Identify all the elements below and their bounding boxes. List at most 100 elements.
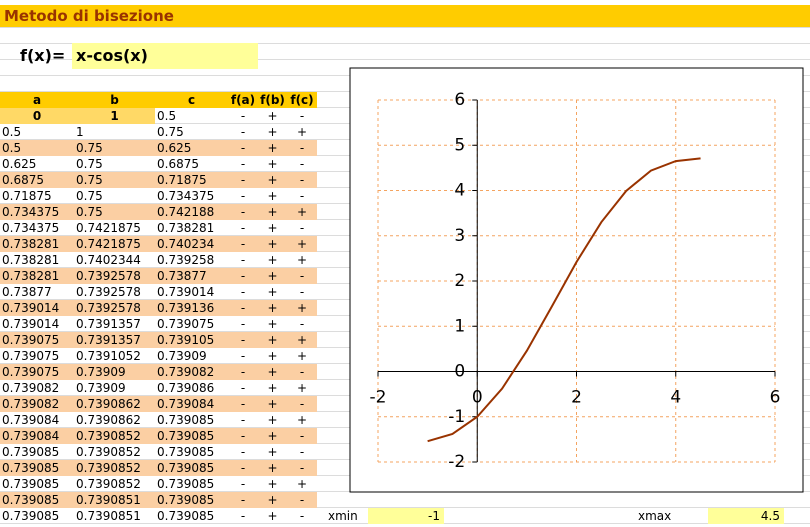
table-cell: 0.739085 xyxy=(0,460,74,476)
table-cell: - xyxy=(299,157,305,171)
y-tick-label: -1 xyxy=(448,407,465,427)
column-header: f(c) xyxy=(287,92,317,108)
table-cell: 0.739085 xyxy=(155,428,228,444)
table-cell: 0.739075 xyxy=(0,364,74,380)
table-cell: 0.7390852 xyxy=(76,445,141,459)
table-cell: 0.6875 xyxy=(0,172,74,188)
table-cell: 0.7391357 xyxy=(76,317,141,331)
table-cell: + xyxy=(258,300,287,316)
table-cell: - xyxy=(240,413,246,427)
table-cell: 0.7390852 xyxy=(74,460,155,476)
table-cell: 0.739085 xyxy=(157,477,215,491)
table-cell: - xyxy=(240,445,246,459)
table-cell: 0.7421875 xyxy=(74,236,155,252)
table-cell: 0.739085 xyxy=(2,445,60,459)
table-cell: - xyxy=(228,428,258,444)
table-cell: - xyxy=(287,172,317,188)
table-cell: 0.738281 xyxy=(2,253,60,267)
table-cell: 0.739085 xyxy=(155,460,228,476)
table-cell: 0.734375 xyxy=(157,189,215,203)
table-cell: 0.71875 xyxy=(2,189,52,203)
table-cell: 0.6875 xyxy=(157,157,199,171)
table-cell: 0.73877 xyxy=(155,268,228,284)
y-tick-label: 3 xyxy=(454,226,465,246)
table-cell: 0.75 xyxy=(76,189,103,203)
table-cell: + xyxy=(267,189,278,203)
table-cell: - xyxy=(228,268,258,284)
table-cell: + xyxy=(258,428,287,444)
table-cell: - xyxy=(228,364,258,380)
table-cell: - xyxy=(287,140,317,156)
table-cell: + xyxy=(267,285,278,299)
table-cell: 0.739085 xyxy=(0,492,74,508)
table-cell: 0.739085 xyxy=(2,509,60,523)
table-cell: + xyxy=(287,204,317,220)
column-header: c xyxy=(155,92,228,108)
table-cell: 0.75 xyxy=(76,157,103,171)
table-cell: 1 xyxy=(76,125,84,139)
table-cell: 0.73909 xyxy=(76,381,126,395)
table-cell: + xyxy=(258,396,287,412)
table-cell: 0.7392578 xyxy=(74,268,155,284)
xmax-input[interactable]: 4.5 xyxy=(708,508,784,524)
table-cell: - xyxy=(240,125,246,139)
table-cell: + xyxy=(267,445,278,459)
table-cell: 0.738281 xyxy=(0,236,74,252)
table-cell: 0.75 xyxy=(74,140,155,156)
table-cell: - xyxy=(228,204,258,220)
x-tick-label: 2 xyxy=(571,388,582,408)
table-cell: + xyxy=(267,381,278,395)
table-cell: 0.738281 xyxy=(0,268,74,284)
table-cell: 0.739075 xyxy=(0,332,74,348)
table-cell: + xyxy=(267,125,278,139)
table-cell: - xyxy=(228,460,258,476)
table-cell: 0.7392578 xyxy=(76,285,141,299)
table-cell: - xyxy=(228,236,258,252)
table-cell: - xyxy=(228,172,258,188)
table-cell: + xyxy=(287,332,317,348)
table-cell: 0.71875 xyxy=(155,172,228,188)
column-header: b xyxy=(74,92,155,108)
table-cell: - xyxy=(299,509,305,523)
y-tick-label: -2 xyxy=(448,452,465,472)
table-cell: - xyxy=(299,189,305,203)
table-cell: 0.7390852 xyxy=(74,428,155,444)
formula-label: f(x)= xyxy=(20,46,66,65)
table-cell: 0.739082 xyxy=(155,364,228,380)
table-cell: + xyxy=(296,349,308,363)
formula-input[interactable]: x-cos(x) xyxy=(72,43,258,69)
table-cell: + xyxy=(267,253,278,267)
initial-cell: 0.5 xyxy=(157,109,177,123)
x-tick-label: 4 xyxy=(670,388,681,408)
table-cell: 0.740234 xyxy=(155,236,228,252)
table-cell: 0.73909 xyxy=(74,364,155,380)
xmin-input[interactable]: -1 xyxy=(368,508,444,524)
table-cell: + xyxy=(267,317,278,331)
initial-cell: + xyxy=(267,109,278,123)
table-cell: + xyxy=(258,204,287,220)
table-cell: 0.7390851 xyxy=(76,509,141,523)
table-cell: + xyxy=(258,140,287,156)
y-tick-label: 4 xyxy=(454,181,465,201)
table-cell: + xyxy=(258,364,287,380)
table-cell: + xyxy=(258,492,287,508)
table-cell: 0.7390852 xyxy=(76,477,141,491)
table-cell: + xyxy=(258,268,287,284)
y-tick-label: 1 xyxy=(454,316,465,336)
table-cell: + xyxy=(258,172,287,188)
table-cell: - xyxy=(299,221,305,235)
table-cell: 0.739014 xyxy=(157,285,215,299)
table-cell: + xyxy=(267,157,278,171)
table-cell: 0.734375 xyxy=(0,204,74,220)
table-cell: - xyxy=(287,268,317,284)
table-cell: 0.738281 xyxy=(157,221,215,235)
table-cell: 0.75 xyxy=(74,172,155,188)
curve xyxy=(427,157,701,443)
table-cell: + xyxy=(258,332,287,348)
x-tick-label: -2 xyxy=(370,388,387,408)
table-cell: - xyxy=(240,317,246,331)
x-tick-label: 6 xyxy=(770,388,781,408)
table-cell: - xyxy=(240,285,246,299)
table-cell: - xyxy=(228,492,258,508)
